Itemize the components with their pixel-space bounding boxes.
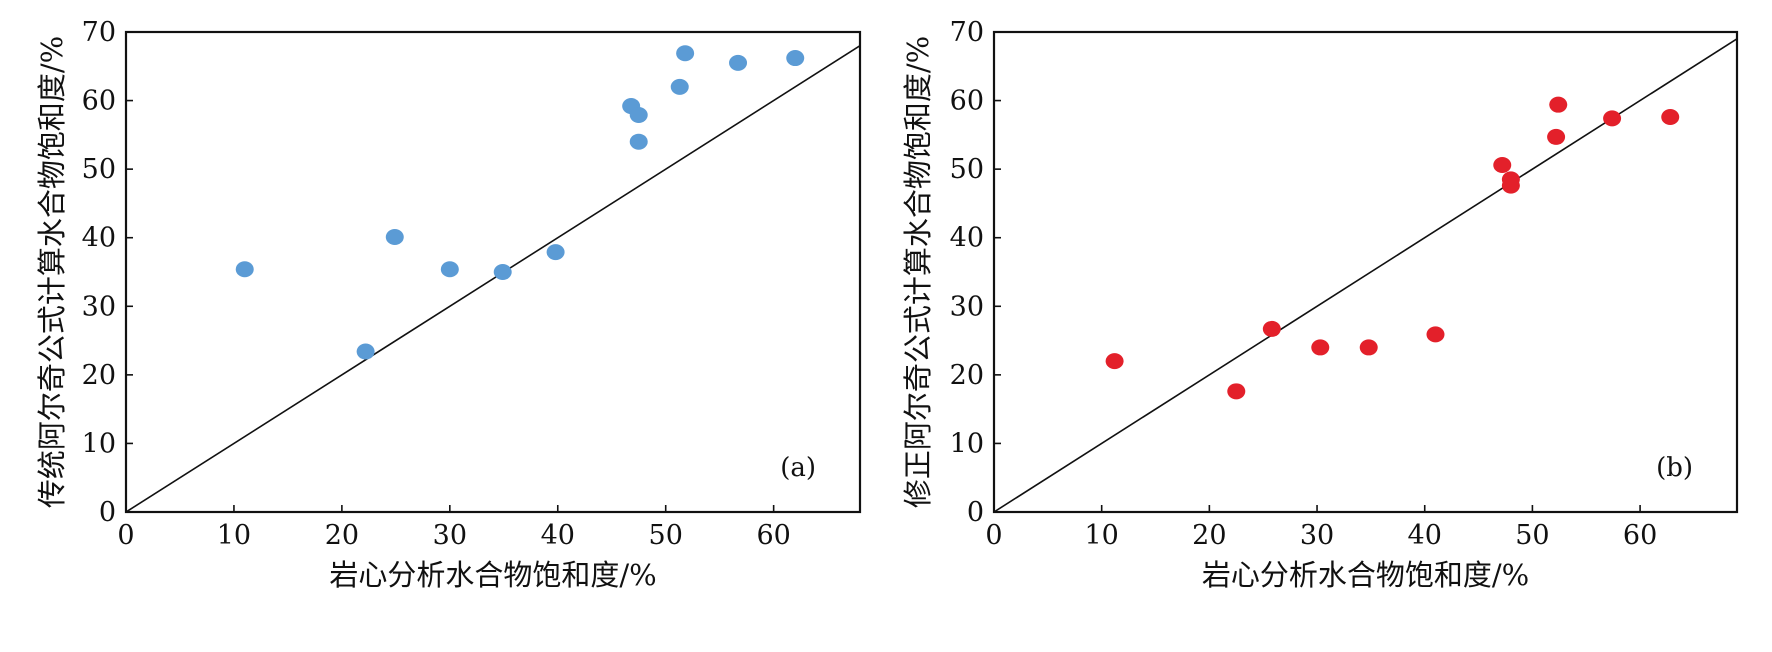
data-point bbox=[729, 54, 748, 71]
x-tick-label: 50 bbox=[1515, 520, 1549, 551]
data-point bbox=[786, 50, 805, 67]
data-point bbox=[235, 261, 254, 278]
y-tick-label: 30 bbox=[82, 291, 116, 322]
panel-a: 0 10 20 30 40 50 60 0 10 20 30 40 50 60 70 (a) 岩心分析水合物饱和… bbox=[35, 17, 862, 592]
y-tick-label: 70 bbox=[82, 17, 116, 48]
data-point bbox=[1105, 353, 1124, 370]
y-tick-label: 50 bbox=[950, 154, 984, 185]
data-point bbox=[1359, 339, 1378, 356]
x-tick-label: 30 bbox=[433, 520, 467, 551]
x-tick-label: 20 bbox=[325, 520, 359, 551]
panel-label: (b) bbox=[1656, 453, 1693, 483]
data-point bbox=[629, 133, 648, 150]
x-tick-label: 40 bbox=[1408, 520, 1442, 551]
x-tick-label: 10 bbox=[1085, 520, 1119, 551]
data-point bbox=[1501, 177, 1520, 194]
data-point bbox=[385, 229, 404, 246]
data-point bbox=[1549, 96, 1568, 113]
data-point bbox=[546, 244, 565, 261]
y-tick-label: 60 bbox=[950, 86, 984, 117]
x-tick-label: 40 bbox=[541, 520, 575, 551]
data-point bbox=[1493, 157, 1512, 174]
data-point bbox=[1547, 128, 1566, 145]
data-point bbox=[629, 106, 648, 123]
y-tick-label: 40 bbox=[950, 223, 984, 254]
x-axis-title: 岩心分析水合物饱和度/% bbox=[329, 558, 656, 592]
y-tick-label: 60 bbox=[82, 86, 116, 117]
x-tick-label: 60 bbox=[1623, 520, 1657, 551]
data-point bbox=[1661, 109, 1680, 126]
y-tick-label: 0 bbox=[99, 497, 116, 528]
plot-frame bbox=[992, 30, 1739, 514]
x-tick-label: 30 bbox=[1300, 520, 1334, 551]
y-tick-label: 70 bbox=[950, 17, 984, 48]
x-tick-label: 60 bbox=[756, 520, 790, 551]
data-point bbox=[493, 264, 512, 280]
x-axis-title: 岩心分析水合物饱和度/% bbox=[1202, 558, 1529, 592]
x-tick-label: 10 bbox=[217, 520, 251, 551]
x-tick-label: 0 bbox=[117, 520, 134, 551]
y-tick-label: 10 bbox=[950, 428, 984, 459]
data-point bbox=[1603, 110, 1622, 127]
x-tick-label: 0 bbox=[985, 520, 1002, 551]
x-tick-label: 20 bbox=[1192, 520, 1226, 551]
data-point bbox=[356, 343, 375, 360]
data-point bbox=[676, 45, 695, 62]
plot-frame bbox=[124, 30, 862, 514]
y-tick-label: 40 bbox=[82, 223, 116, 254]
panel-b: 0 10 20 30 40 50 60 0 10 20 30 40 50 60 70 (b) 岩心分析水合物饱和… bbox=[901, 17, 1739, 592]
data-point bbox=[1311, 339, 1330, 356]
x-tick-label: 50 bbox=[649, 520, 683, 551]
y-tick-label: 50 bbox=[82, 154, 116, 185]
data-point bbox=[1426, 326, 1445, 343]
data-point bbox=[440, 261, 459, 278]
y-axis-title: 传统阿尔奇公式计算水合物饱和度/% bbox=[35, 36, 69, 508]
y-tick-label: 30 bbox=[950, 291, 984, 322]
data-point bbox=[670, 78, 689, 95]
y-tick-label: 20 bbox=[950, 360, 984, 391]
data-point bbox=[1227, 383, 1246, 400]
y-axis-title: 修正阿尔奇公式计算水合物饱和度/% bbox=[901, 36, 935, 508]
y-tick-label: 10 bbox=[82, 428, 116, 459]
y-tick-label: 0 bbox=[967, 497, 984, 528]
reference-line-y-equals-x bbox=[125, 45, 861, 513]
panel-label: (a) bbox=[780, 453, 816, 483]
data-point bbox=[1262, 320, 1281, 337]
y-tick-label: 20 bbox=[82, 360, 116, 391]
